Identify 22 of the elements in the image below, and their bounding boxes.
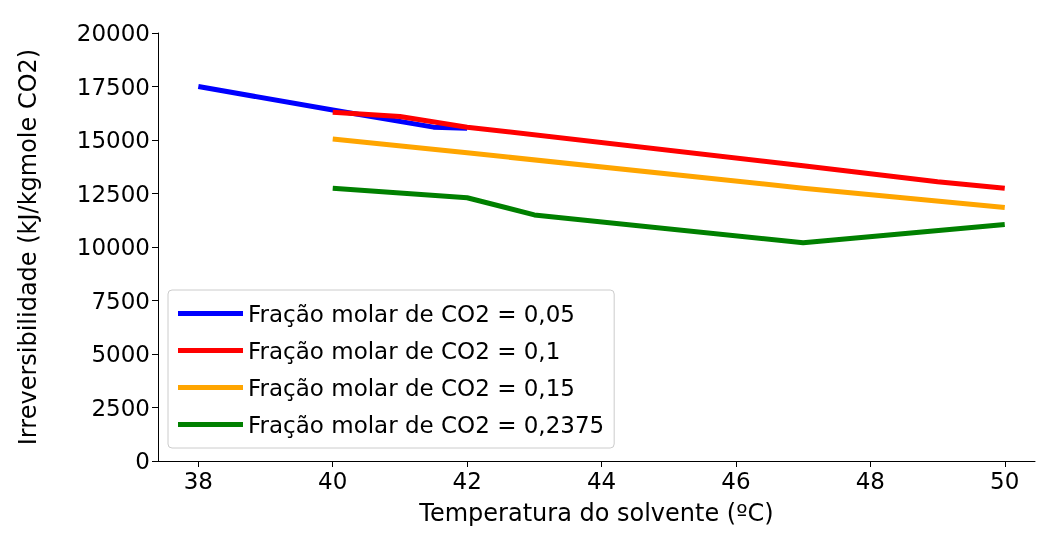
y-tick-label: 20000	[76, 20, 150, 46]
y-tick-label: 12500	[76, 180, 150, 207]
y-tick-label: 10000	[76, 234, 150, 260]
y-tick-label: 15000	[76, 127, 150, 153]
legend-label: Fração molar de CO2 = 0,05	[248, 300, 575, 327]
y-tick-label: 17500	[76, 73, 150, 100]
legend-label: Fração molar de CO2 = 0,2375	[248, 411, 605, 438]
legend-label: Fração molar de CO2 = 0,1	[248, 337, 561, 364]
y-axis-title: Irreversibilidade (kJ/kgmole CO2)	[14, 48, 42, 446]
x-tick-label: 48	[855, 467, 885, 494]
x-axis-title: Temperatura do solvente (ºC)	[418, 499, 774, 527]
y-tick-label: 0	[135, 448, 150, 474]
x-tick-label: 44	[586, 467, 617, 494]
legend-label: Fração molar de CO2 = 0,15	[248, 374, 575, 401]
y-tick-label: 7500	[91, 287, 150, 314]
x-tick-label: 46	[721, 467, 751, 494]
x-tick-label: 50	[990, 467, 1020, 494]
y-tick-label: 2500	[91, 394, 150, 421]
y-tick-label: 5000	[91, 341, 150, 367]
x-tick-label: 40	[318, 467, 348, 494]
x-tick-label: 38	[183, 467, 213, 494]
x-tick-label: 42	[452, 467, 482, 494]
